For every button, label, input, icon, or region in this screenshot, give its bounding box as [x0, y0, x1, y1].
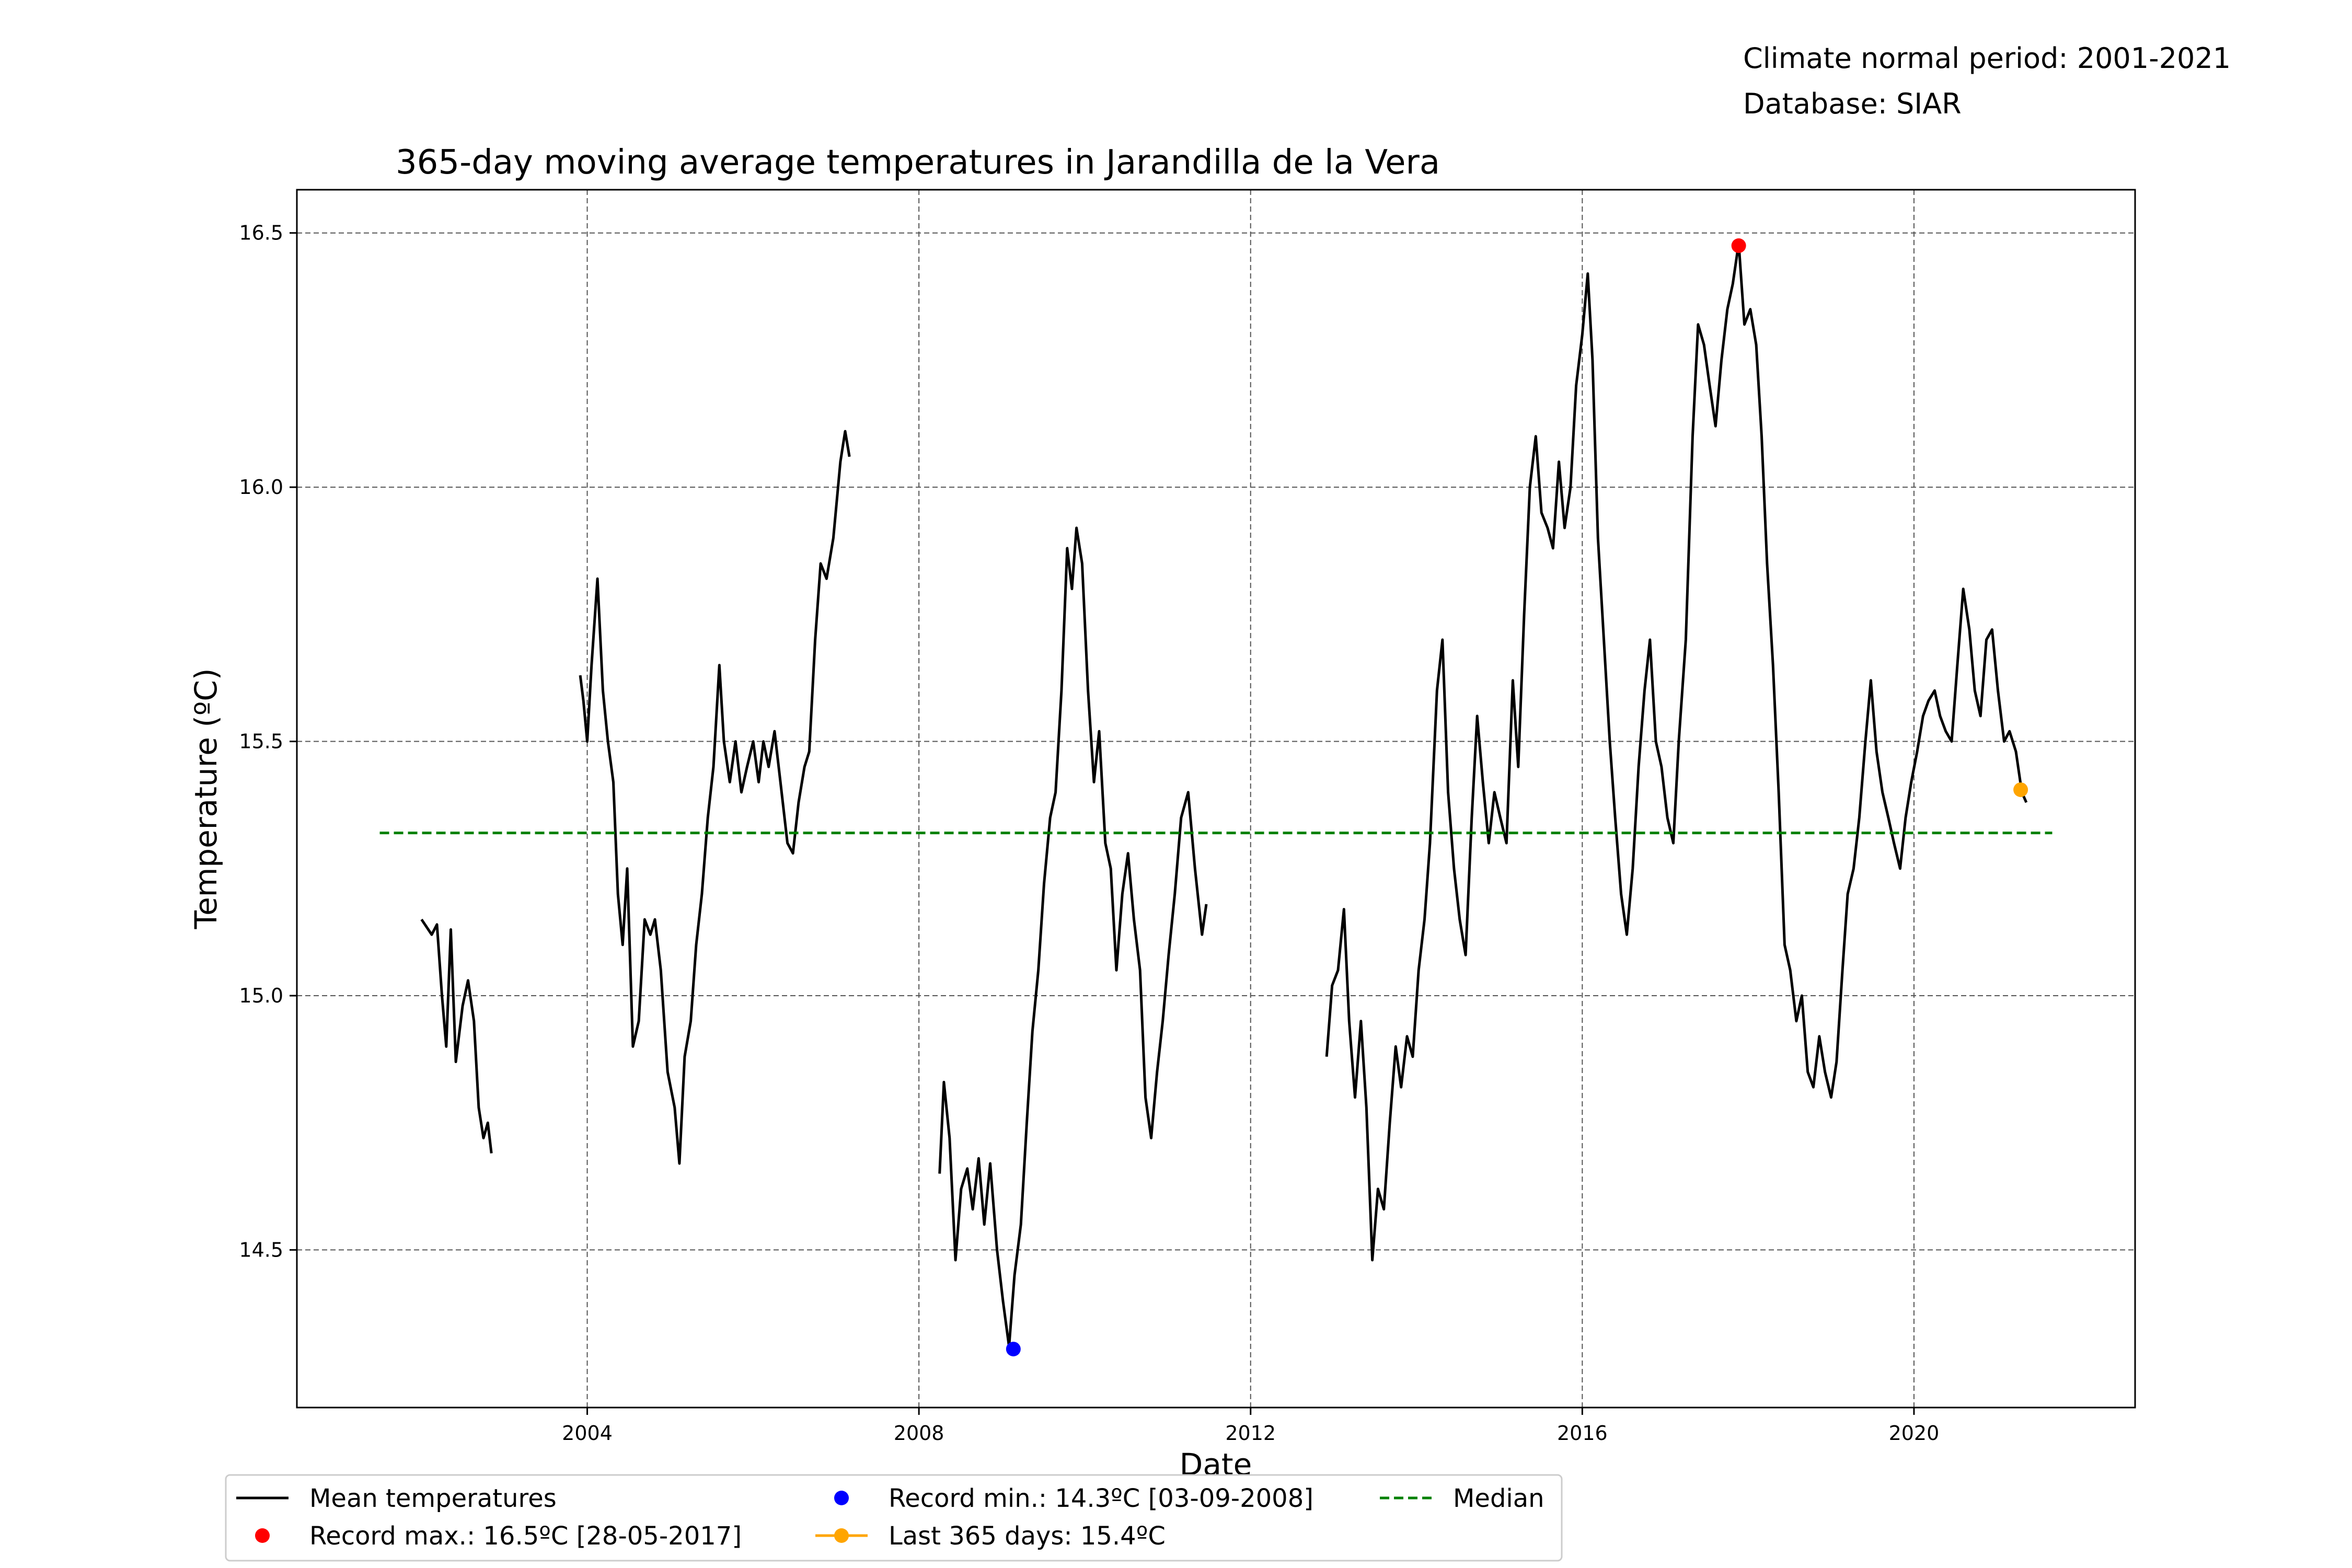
y-tick-label: 14.5 [239, 1238, 283, 1261]
y-tick-label: 15.5 [239, 730, 283, 753]
mean-temperature-line [420, 918, 493, 1154]
legend-dot-swatch [255, 1528, 270, 1543]
climate-normal-period: Climate normal period: 2001-2021 [1743, 42, 2231, 75]
legend-dot-swatch [834, 1491, 849, 1505]
x-tick-label: 2008 [894, 1422, 944, 1445]
y-tick-label: 16.0 [239, 476, 283, 499]
legend: Mean temperatures Record max.: 16.5ºC [28… [225, 1474, 1563, 1562]
x-axis: 2004 2008 2012 2016 2020 [562, 1408, 1939, 1445]
y-axis-label: Temperature (ºC) [188, 668, 224, 930]
x-tick-label: 2016 [1557, 1422, 1608, 1445]
legend-label: Record max.: 16.5ºC [28-05-2017] [309, 1521, 742, 1551]
database-label: Database: SIAR [1743, 87, 1962, 120]
mean-temperature-line [938, 526, 1208, 1348]
chart-title: 365-day moving average temperatures in J… [396, 143, 1440, 182]
last-365-days-point [2013, 782, 2028, 797]
y-axis: 14.5 15.0 15.5 16.0 16.5 [239, 222, 297, 1261]
plot-area [379, 238, 2053, 1357]
plot-frame [296, 189, 2136, 1409]
legend-label: Median [1453, 1484, 1544, 1513]
x-tick-label: 2004 [562, 1422, 613, 1445]
y-tick-label: 15.0 [239, 984, 283, 1007]
mean-temperature-line [1325, 241, 2028, 1262]
legend-label: Mean temperatures [309, 1484, 557, 1513]
y-tick-label: 16.5 [239, 222, 283, 245]
x-tick-label: 2012 [1225, 1422, 1276, 1445]
legend-label: Last 365 days: 15.4ºC [889, 1521, 1166, 1551]
legend-frame [225, 1474, 1563, 1562]
legend-dot-swatch [834, 1528, 849, 1543]
legend-label: Record min.: 14.3ºC [03-09-2008] [889, 1484, 1313, 1513]
record-min-point [1006, 1342, 1021, 1357]
x-tick-label: 2020 [1889, 1422, 1940, 1445]
record-max-point [1731, 238, 1746, 253]
grid-lines [297, 190, 2135, 1408]
mean-temperature-line [579, 430, 851, 1165]
